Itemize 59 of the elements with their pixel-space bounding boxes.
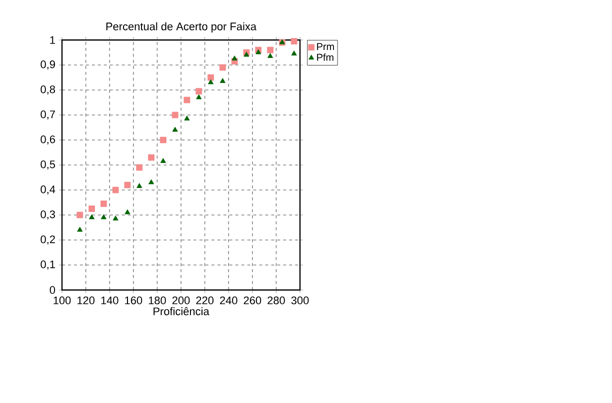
y-tick-label: 0,6 [40, 135, 56, 145]
point [77, 226, 83, 232]
point [148, 154, 154, 161]
point [112, 186, 119, 194]
x-axis-title: Proficiência [154, 307, 210, 316]
point [208, 79, 214, 84]
point [88, 214, 95, 220]
point [291, 50, 297, 56]
x-tick-label: 120 [77, 296, 94, 304]
x-tick-label: 160 [125, 296, 142, 304]
chart-title: Percentual de Acerto por Faixa [106, 22, 257, 32]
point [112, 216, 118, 220]
x-tick-label: 220 [196, 296, 214, 304]
point [232, 56, 238, 60]
x-tick-label: 180 [148, 296, 166, 304]
point [136, 164, 143, 171]
x-tick-label: 260 [244, 296, 262, 304]
point [172, 112, 178, 118]
point [160, 158, 166, 163]
point [267, 53, 274, 58]
point [160, 136, 166, 144]
x-tick-label: 200 [172, 296, 190, 304]
x-tick-label: 300 [291, 296, 309, 304]
point [124, 182, 131, 188]
legend-label: Prm [317, 43, 334, 50]
legend-label: Pfm [317, 54, 334, 61]
point [267, 46, 274, 54]
point [88, 206, 95, 212]
point [219, 64, 226, 71]
y-tick-label: 0,5 [40, 160, 56, 170]
point [100, 200, 107, 207]
point [124, 209, 130, 214]
x-tick-label: 280 [268, 296, 285, 304]
y-tick-label: 0,7 [40, 110, 55, 120]
y-tick-label: 0,8 [40, 85, 56, 95]
point [172, 126, 178, 132]
y-tick-label: 1 [50, 36, 55, 44]
point [220, 78, 226, 83]
x-tick-label: 100 [54, 296, 71, 304]
x-tick-label: 140 [101, 296, 118, 304]
point [244, 52, 250, 57]
y-tick-label: 0,2 [40, 235, 55, 245]
y-tick-label: 0,9 [40, 60, 55, 70]
point [290, 38, 298, 44]
y-tick-label: 0 [50, 286, 56, 294]
point [208, 74, 214, 81]
point [148, 179, 154, 184]
point [100, 214, 106, 220]
y-tick-label: 0,1 [40, 260, 55, 270]
point [184, 96, 190, 104]
point [196, 88, 202, 94]
point [184, 116, 190, 120]
point [256, 49, 262, 54]
y-tick-label: 0,4 [40, 185, 56, 195]
x-tick-label: 240 [220, 296, 238, 304]
point [136, 183, 142, 188]
y-tick-label: 0,3 [40, 210, 56, 220]
point [76, 212, 84, 218]
point [196, 94, 202, 100]
